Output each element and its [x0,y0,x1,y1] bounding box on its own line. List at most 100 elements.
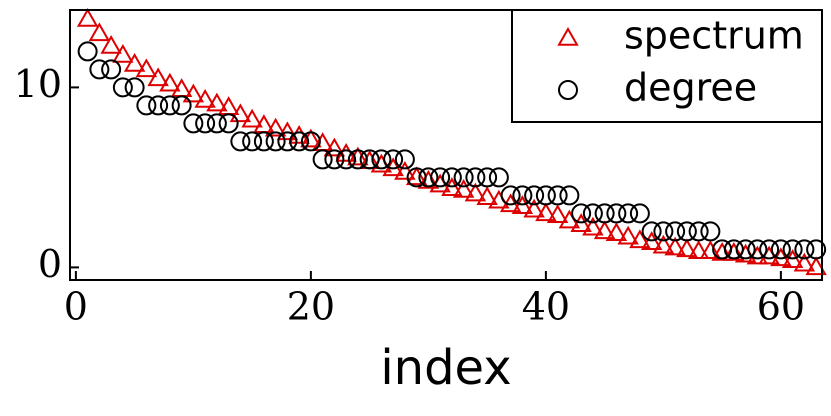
circle-marker [77,41,98,62]
circle-marker [535,185,556,206]
circle-marker [253,131,274,152]
circle-marker [629,203,650,224]
y-tick-label: 0 [38,242,62,286]
triangle-marker [687,240,710,259]
triangle-marker [570,213,592,232]
triangle-marker [147,67,169,87]
circle-marker [136,95,157,116]
circle-marker [770,239,791,260]
circle-marker [477,167,498,188]
circle-marker [700,221,721,242]
circle-marker [782,239,803,260]
circle-marker [359,149,380,170]
circle-marker [453,167,474,188]
triangle-marker [699,240,722,259]
triangle-marker [323,137,346,157]
circle-marker [547,185,568,206]
circle-marker [112,77,133,98]
triangle-marker [793,252,816,272]
circle-marker [594,203,615,224]
triangle-marker [629,229,651,249]
circle-marker [641,221,662,242]
circle-marker [653,221,674,242]
triangle-marker [76,7,99,27]
circle-marker [148,95,169,116]
triangle-marker [229,103,252,123]
triangle-marker [88,22,111,42]
legend-marker [557,26,579,46]
triangle-marker [241,108,263,128]
triangle-marker [123,52,146,72]
circle-marker [488,167,509,188]
triangle-marker [593,220,616,240]
circle-marker [441,167,462,188]
triangle-marker [464,182,487,202]
circle-marker [265,131,286,152]
triangle-marker [711,241,733,261]
x-tick-label: 60 [757,285,805,329]
circle-marker [159,95,180,116]
triangle-marker [441,177,463,196]
circle-marker [430,167,451,188]
x-tick-label: 20 [287,285,335,329]
circle-marker [347,149,368,170]
triangle-marker [276,121,299,141]
triangle-marker [523,198,545,218]
triangle-marker [100,34,122,54]
triangle-marker [511,195,534,214]
triangle-marker [264,117,287,137]
triangle-marker [605,222,628,241]
x-tick-label: 0 [64,285,88,329]
circle-marker [230,131,251,152]
circle-marker [124,77,145,98]
circle-marker [676,221,697,242]
circle-marker [806,239,827,260]
circle-marker [559,185,580,206]
triangle-marker [582,216,604,236]
circle-marker [747,239,768,260]
triangle-marker [300,128,322,148]
plot-frame [69,9,823,281]
triangle-marker [112,43,134,63]
triangle-marker [652,234,675,254]
triangle-marker [135,58,158,78]
x-tick-label: 40 [522,285,570,329]
circle-marker [101,59,122,80]
circle-marker [688,221,709,242]
circle-marker [195,113,216,134]
circle-marker [759,239,780,260]
triangle-marker [182,83,205,103]
legend-label: spectrum [624,14,804,58]
circle-marker [582,203,603,224]
triangle-marker [781,249,804,268]
circle-marker [242,131,263,152]
circle-marker [336,149,357,170]
triangle-marker [452,178,475,198]
triangle-marker [805,256,827,276]
legend-label: degree [624,66,757,110]
triangle-marker [617,225,639,245]
triangle-marker [640,231,663,250]
y-tick-label: 10 [14,62,62,106]
circle-marker [183,113,204,134]
circle-marker [571,203,592,224]
circle-marker [665,221,686,242]
triangle-marker [159,72,181,92]
triangle-marker [535,202,557,222]
circle-marker [465,167,486,188]
triangle-marker [194,88,216,108]
circle-marker [277,131,298,152]
circle-marker [723,239,744,260]
triangle-marker [206,92,228,112]
triangle-marker [347,146,369,166]
triangle-marker [405,166,428,186]
legend-box [511,9,823,123]
triangle-marker [723,241,745,261]
triangle-marker [417,169,440,189]
circle-marker [394,149,415,170]
legend-marker [558,80,578,100]
triangle-marker [676,238,698,258]
circle-marker [794,239,815,260]
circle-marker [289,131,310,152]
